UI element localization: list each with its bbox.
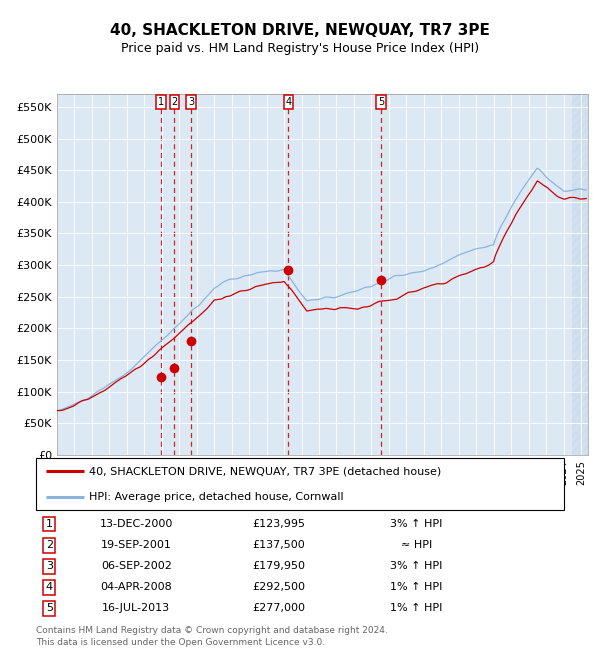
- Text: 40, SHACKLETON DRIVE, NEWQUAY, TR7 3PE: 40, SHACKLETON DRIVE, NEWQUAY, TR7 3PE: [110, 23, 490, 38]
- Text: 40, SHACKLETON DRIVE, NEWQUAY, TR7 3PE (detached house): 40, SHACKLETON DRIVE, NEWQUAY, TR7 3PE (…: [89, 466, 441, 476]
- Text: 3% ↑ HPI: 3% ↑ HPI: [390, 561, 442, 571]
- Bar: [572, 94, 588, 455]
- Text: 06-SEP-2002: 06-SEP-2002: [101, 561, 172, 571]
- Text: 3% ↑ HPI: 3% ↑ HPI: [390, 519, 442, 529]
- Text: 5: 5: [378, 97, 384, 107]
- Text: 2: 2: [46, 540, 53, 550]
- Text: 3: 3: [188, 97, 194, 107]
- Text: £137,500: £137,500: [253, 540, 305, 550]
- Text: Price paid vs. HM Land Registry's House Price Index (HPI): Price paid vs. HM Land Registry's House …: [121, 42, 479, 55]
- Text: 1: 1: [158, 97, 164, 107]
- Text: 13-DEC-2000: 13-DEC-2000: [100, 519, 173, 529]
- Text: £292,500: £292,500: [253, 582, 305, 592]
- Text: 2: 2: [171, 97, 178, 107]
- Text: 1: 1: [46, 519, 53, 529]
- FancyBboxPatch shape: [36, 458, 564, 510]
- Text: 1% ↑ HPI: 1% ↑ HPI: [390, 582, 442, 592]
- Text: £277,000: £277,000: [253, 603, 305, 613]
- Text: 16-JUL-2013: 16-JUL-2013: [102, 603, 170, 613]
- Text: Contains HM Land Registry data © Crown copyright and database right 2024.
This d: Contains HM Land Registry data © Crown c…: [36, 626, 388, 647]
- Text: 1% ↑ HPI: 1% ↑ HPI: [390, 603, 442, 613]
- Text: £123,995: £123,995: [253, 519, 305, 529]
- Text: 4: 4: [286, 97, 292, 107]
- Text: 3: 3: [46, 561, 53, 571]
- Text: £179,950: £179,950: [253, 561, 305, 571]
- Text: 04-APR-2008: 04-APR-2008: [100, 582, 172, 592]
- Text: ≈ HPI: ≈ HPI: [401, 540, 432, 550]
- Text: 5: 5: [46, 603, 53, 613]
- Text: HPI: Average price, detached house, Cornwall: HPI: Average price, detached house, Corn…: [89, 492, 343, 502]
- Text: 4: 4: [46, 582, 53, 592]
- Text: 19-SEP-2001: 19-SEP-2001: [101, 540, 172, 550]
